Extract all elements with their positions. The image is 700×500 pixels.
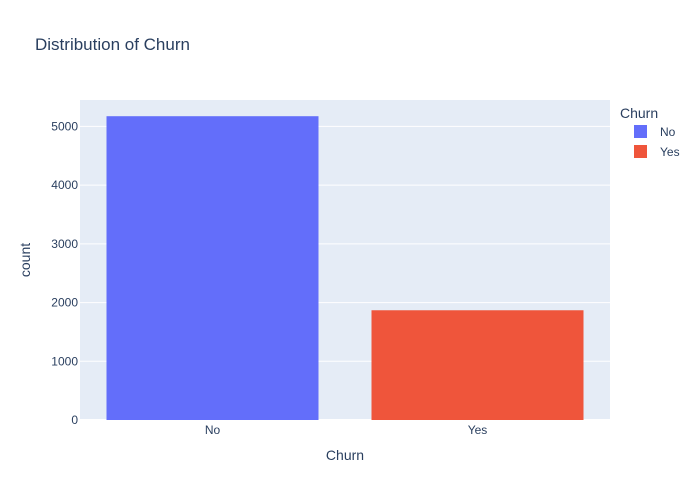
y-tick-label: 0 xyxy=(71,413,78,427)
y-tick-label: 5000 xyxy=(51,119,78,133)
x-tick-label: No xyxy=(205,423,221,437)
y-tick-label: 3000 xyxy=(51,237,78,251)
legend-swatch-no[interactable] xyxy=(634,125,647,138)
legend-label-no[interactable]: No xyxy=(660,125,676,139)
y-tick-label: 2000 xyxy=(51,296,78,310)
x-tick-label: Yes xyxy=(468,423,488,437)
y-axis-title: count xyxy=(17,243,33,277)
legend-title: Churn xyxy=(620,105,658,121)
y-tick-label: 1000 xyxy=(51,354,78,368)
bar-yes[interactable] xyxy=(371,310,584,420)
legend-swatch-yes[interactable] xyxy=(634,145,647,158)
bar-no[interactable] xyxy=(106,116,319,420)
legend-label-yes[interactable]: Yes xyxy=(660,145,680,159)
y-tick-label: 4000 xyxy=(51,178,78,192)
chart-title: Distribution of Churn xyxy=(35,35,190,54)
x-axis-ticks: No Yes xyxy=(205,423,487,437)
bars xyxy=(106,116,584,420)
y-axis-ticks: 0 1000 2000 3000 4000 5000 xyxy=(51,119,78,427)
legend: Churn No Yes xyxy=(620,105,680,159)
x-axis-title: Churn xyxy=(326,447,364,463)
